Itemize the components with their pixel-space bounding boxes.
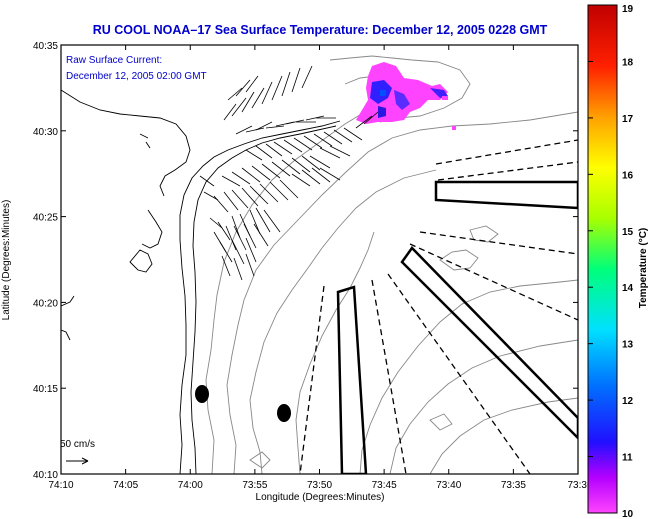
x-tick-label: 74:05	[113, 480, 138, 491]
x-tick-label: 73:35	[501, 480, 526, 491]
colorbar-tick-label: 17	[622, 114, 634, 125]
x-tick-label: 73:40	[436, 480, 461, 491]
chart-title: RU COOL NOAA–17 Sea Surface Temperature:…	[93, 23, 548, 37]
coastline	[61, 89, 341, 474]
scale-arrow	[66, 457, 89, 465]
x-tick-label: 73:50	[307, 480, 332, 491]
y-tick-label: 40:15	[33, 384, 58, 395]
colorbar-tick-label: 10	[622, 509, 634, 519]
x-axis-label: Longitude (Degrees:Minutes)	[256, 492, 385, 503]
plot-area: Raw Surface Current: December 12, 2005 0…	[60, 44, 579, 475]
colorbar-tick-label: 12	[622, 396, 634, 407]
colorbar-tick-label: 13	[622, 340, 634, 351]
colorbar-tick-label: 15	[622, 227, 634, 238]
colorbar-tick-label: 11	[622, 453, 633, 464]
colorbar-scale	[587, 4, 618, 514]
x-tick-label: 73:30	[567, 480, 592, 491]
colorbar-tick-label: 18	[622, 57, 634, 68]
y-tick-label: 40:30	[33, 127, 58, 138]
sst-patch	[356, 62, 456, 130]
scale-label: 50 cm/s	[60, 439, 95, 450]
current-label: Raw Surface Current:	[66, 55, 162, 66]
x-tick-label: 74:00	[178, 480, 203, 491]
colorbar-label: Temperature (°C)	[638, 228, 649, 309]
y-axis-label: Latitude (Degrees:Minutes)	[1, 200, 12, 321]
colorbar-tick-label: 19	[622, 4, 634, 15]
station-marker	[195, 385, 209, 403]
colorbar: 10 11 12 13 14 15 16 17 18 19 Temperature (°C)	[587, 4, 649, 519]
colorbar-tick-label: 14	[622, 283, 634, 294]
colorbar-ticks: 10 11 12 13 14 15 16 17 18 19	[588, 4, 634, 519]
station-marker	[277, 404, 291, 422]
y-tick-label: 40:25	[33, 213, 58, 224]
dashed-lines	[299, 139, 578, 474]
x-axis: 74:10 74:05 74:00 73:55 73:50 73:45 73:40 73:35…	[48, 45, 593, 491]
y-axis: 40:10 40:15 40:20 40:25 40:30 40:35	[33, 41, 578, 481]
x-tick-label: 73:45	[372, 480, 397, 491]
map-features	[61, 55, 578, 474]
survey-boxes	[336, 180, 578, 474]
x-tick-label: 73:55	[242, 480, 267, 491]
current-vectors	[199, 65, 379, 281]
y-tick-label: 40:10	[33, 470, 58, 481]
y-tick-label: 40:20	[33, 298, 58, 309]
y-tick-label: 40:35	[33, 41, 58, 52]
current-date: December 12, 2005 02:00 GMT	[66, 71, 207, 82]
colorbar-tick-label: 16	[622, 170, 634, 181]
x-tick-label: 74:10	[48, 480, 73, 491]
